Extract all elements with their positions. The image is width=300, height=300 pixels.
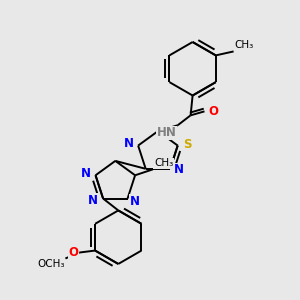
Text: N: N: [174, 163, 184, 176]
Text: CH₃: CH₃: [235, 40, 254, 50]
Text: N: N: [88, 194, 98, 207]
Text: OCH₃: OCH₃: [37, 260, 64, 269]
Text: N: N: [124, 137, 134, 150]
Text: N: N: [130, 195, 140, 208]
Text: O: O: [68, 246, 78, 259]
Text: S: S: [183, 138, 191, 151]
Text: HN: HN: [157, 126, 177, 139]
Text: CH₃: CH₃: [154, 158, 173, 168]
Text: O: O: [208, 105, 218, 118]
Text: N: N: [81, 167, 91, 180]
